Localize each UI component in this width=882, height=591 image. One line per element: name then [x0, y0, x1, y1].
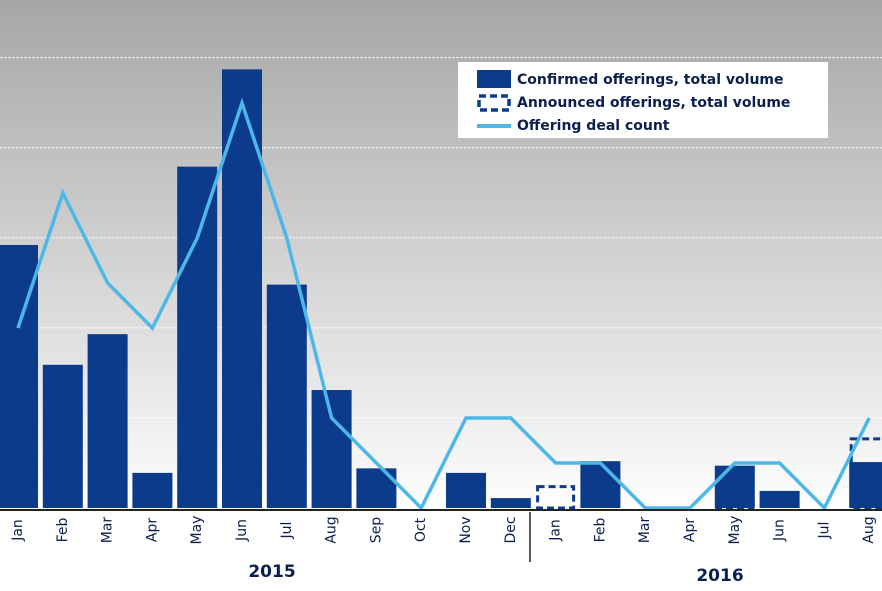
x-tick-label: Jan: [548, 519, 564, 542]
bar: [759, 490, 800, 508]
bar: [42, 364, 83, 508]
legend: Confirmed offerings, total volume Announ…: [458, 62, 828, 138]
bar: [222, 69, 262, 508]
x-tick-label: Apr: [144, 518, 160, 542]
x-tick-label: Mar: [100, 517, 116, 544]
legend-label: Confirmed offerings, total volume: [517, 72, 784, 88]
legend-swatch: [477, 70, 511, 88]
x-tick-label: Aug: [861, 516, 877, 543]
deal-count-line: [16, 97, 871, 511]
bar: [714, 465, 755, 508]
bar: [87, 334, 128, 508]
axis-background: [0, 510, 882, 587]
legend-label: Offering deal count: [517, 118, 670, 134]
bar: [266, 284, 307, 508]
year-label: 2015: [248, 562, 295, 582]
legend-label: Announced offerings, total volume: [517, 95, 790, 111]
legend-swatch: [477, 94, 511, 112]
bar: [446, 472, 486, 508]
x-tick-label: Feb: [55, 517, 71, 542]
x-tick-label: Oct: [413, 517, 429, 542]
announced-bar: [849, 437, 882, 510]
bar: [311, 390, 352, 508]
legend-box: [458, 62, 828, 138]
year-label: 2016: [696, 566, 743, 586]
announced-bar: [536, 485, 576, 510]
x-tick-label: Apr: [682, 518, 698, 542]
x-tick-label: Jun: [234, 519, 250, 542]
x-tick-label: Aug: [324, 516, 340, 543]
bar: [132, 472, 173, 508]
bar: [580, 461, 621, 508]
bar: [356, 468, 397, 508]
x-tick-label: Jul: [816, 522, 832, 540]
x-tick-label: May: [727, 516, 743, 545]
x-tick-label: Nov: [458, 516, 474, 543]
bar: [177, 166, 218, 508]
x-tick-label: Sep: [368, 517, 384, 544]
x-tick-label: Dec: [503, 516, 519, 543]
x-tick-label: May: [189, 516, 205, 545]
x-tick-label: Jan: [10, 519, 26, 542]
bar: [849, 462, 882, 508]
announced-bar: [715, 474, 755, 510]
x-tick-label: Jul: [279, 522, 295, 540]
x-tick-label: Mar: [637, 517, 653, 544]
x-tick-label: Jun: [772, 519, 788, 542]
x-tick-label: Feb: [592, 517, 608, 542]
bar: [490, 498, 531, 508]
